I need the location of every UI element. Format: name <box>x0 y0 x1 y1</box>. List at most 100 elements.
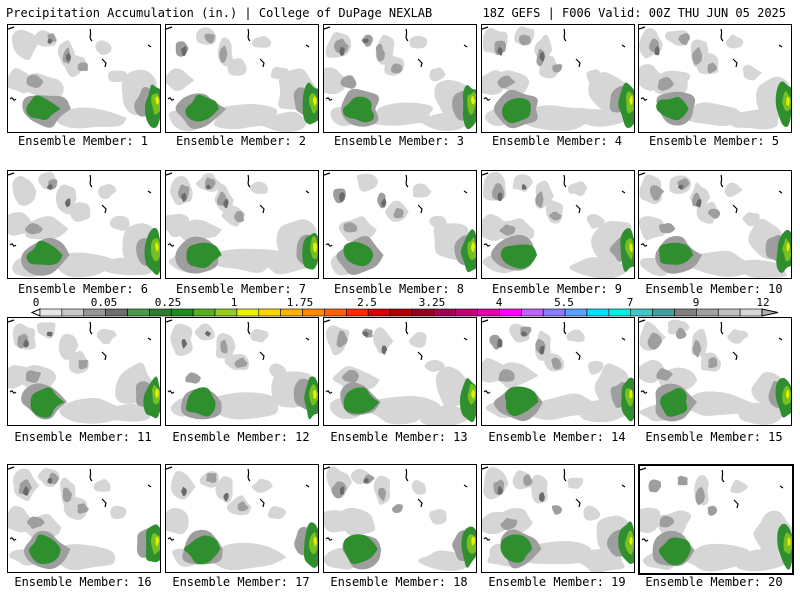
precip-moderate <box>26 516 45 529</box>
precip-moderate <box>552 64 563 73</box>
precip-heavy <box>539 345 545 355</box>
precip-green <box>659 388 688 417</box>
precip-light <box>69 202 91 222</box>
precip-heavy <box>381 345 388 355</box>
ensemble-panel-10 <box>638 170 792 279</box>
precip-moderate <box>26 74 44 88</box>
precip-moderate <box>219 45 228 63</box>
precip-light <box>725 34 744 49</box>
precip-heavy <box>696 199 702 208</box>
colorbar-swatch <box>696 308 719 317</box>
precip-yellow <box>629 242 633 252</box>
precip-light <box>567 181 588 197</box>
precip-map <box>324 172 476 276</box>
colorbar-tick-label: 1 <box>230 296 238 309</box>
precip-map <box>166 172 318 275</box>
colorbar-tick-label: 0 <box>32 296 40 309</box>
precip-light <box>98 184 117 200</box>
precip-moderate <box>375 43 385 62</box>
precip-light <box>685 102 742 126</box>
precip-moderate <box>234 357 248 368</box>
precip-light <box>539 55 559 79</box>
precip-green <box>658 537 691 566</box>
colorbar-swatch <box>258 308 281 317</box>
precip-lightgreen <box>624 530 634 555</box>
precip-heavy <box>205 331 211 337</box>
ensemble-member-label: Ensemble Member: 20 <box>645 575 783 589</box>
precip-moderate <box>498 369 515 382</box>
precip-map <box>8 26 160 129</box>
precip-light <box>11 29 39 61</box>
precip-heavy <box>181 486 187 497</box>
precip-light <box>639 64 666 91</box>
ensemble-member-label: Ensemble Member: 12 <box>172 430 310 444</box>
precip-light <box>251 478 273 494</box>
ensemble-member-label: Ensemble Member: 19 <box>488 575 626 589</box>
precip-light <box>429 508 447 525</box>
precip-yellow <box>313 536 317 546</box>
precip-moderate <box>656 368 673 381</box>
precip-heavy <box>539 492 545 502</box>
colorbar-swatch <box>170 308 194 317</box>
precip-moderate <box>206 472 217 484</box>
precip-moderate <box>77 503 89 514</box>
precip-yellow <box>471 536 476 546</box>
precip-light <box>36 322 56 339</box>
precip-green <box>26 240 63 266</box>
precip-heavy <box>23 486 30 496</box>
precip-light <box>742 212 760 227</box>
precip-moderate <box>185 372 201 384</box>
precip-moderate <box>707 62 718 74</box>
ensemble-panel-11 <box>7 317 161 426</box>
coastline <box>482 319 626 394</box>
precip-moderate <box>25 223 43 235</box>
precip-light <box>336 507 376 536</box>
coastline <box>324 319 468 394</box>
precip-heavy <box>539 52 545 62</box>
precip-light <box>55 184 77 215</box>
precip-light <box>409 35 428 49</box>
coastline <box>166 172 310 247</box>
colorbar-tick-label: 3.25 <box>418 296 446 309</box>
coastline <box>482 26 626 101</box>
precip-map <box>8 171 160 278</box>
precip-light <box>55 252 124 278</box>
precip-light <box>569 257 631 278</box>
coastline <box>166 319 310 394</box>
ensemble-member-label: Ensemble Member: 7 <box>175 282 307 296</box>
precip-heavy <box>46 331 53 337</box>
precip-green <box>343 241 374 267</box>
precip-map <box>166 466 318 571</box>
colorbar-tick-label: 5.5 <box>554 296 574 309</box>
coastline <box>166 26 310 101</box>
precip-heavy <box>380 198 387 208</box>
colorbar-swatch <box>630 308 653 317</box>
precip-map <box>640 467 792 572</box>
precip-heavy <box>47 38 53 44</box>
precip-map <box>324 466 476 571</box>
colorbar-swatch <box>499 308 522 317</box>
precip-light <box>512 174 533 192</box>
ensemble-panel-14 <box>481 317 635 426</box>
precip-map <box>324 26 476 131</box>
ensemble-member-label: Ensemble Member: 10 <box>645 282 783 296</box>
precip-yellow <box>787 537 791 546</box>
precip-moderate <box>535 191 544 208</box>
precip-moderate <box>695 487 705 505</box>
precip-heavy <box>654 46 660 56</box>
precip-green <box>185 94 219 122</box>
precip-light <box>63 496 88 520</box>
precip-moderate <box>78 359 89 370</box>
precip-light <box>55 107 127 129</box>
precip-light <box>575 109 631 127</box>
ensemble-member-label: Ensemble Member: 1 <box>17 134 149 148</box>
ensemble-member-label: Ensemble Member: 2 <box>175 134 307 148</box>
colorbar-min-arrow <box>30 308 41 317</box>
colorbar-swatch <box>455 308 478 317</box>
precip-moderate <box>204 33 215 44</box>
precip-light <box>424 359 446 373</box>
colorbar-swatch <box>192 308 216 317</box>
colorbar-swatch <box>214 308 238 317</box>
precip-moderate <box>678 33 690 46</box>
precip-moderate <box>340 75 357 89</box>
